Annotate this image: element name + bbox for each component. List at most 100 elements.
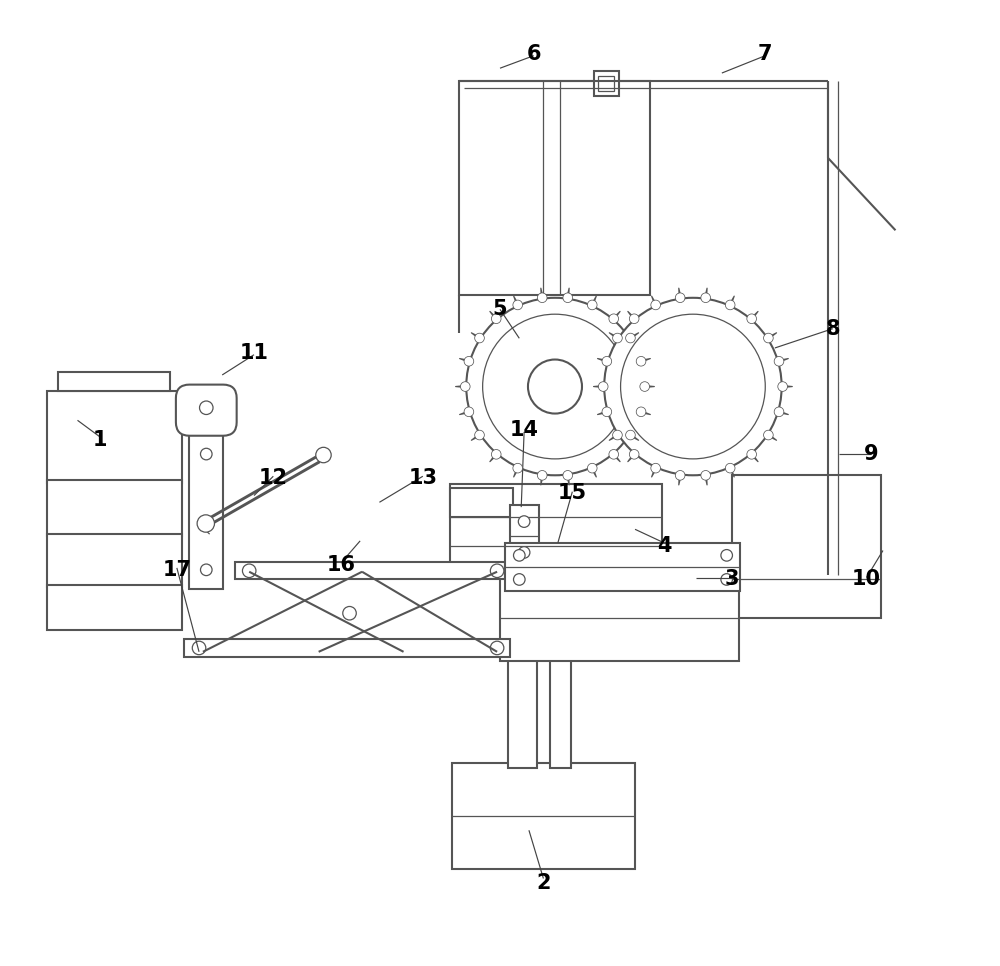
Circle shape [629,314,639,324]
Text: 8: 8 [826,319,840,339]
Bar [510,505,539,565]
Circle shape [640,382,650,391]
Circle shape [587,464,597,473]
Circle shape [200,448,212,460]
Circle shape [675,293,685,302]
Bar [732,475,881,618]
Circle shape [316,447,331,463]
Circle shape [764,430,773,440]
Text: 16: 16 [326,555,355,575]
Text: 3: 3 [724,570,739,589]
Text: 4: 4 [657,536,671,555]
Bar [235,562,505,580]
Circle shape [537,293,547,302]
Circle shape [602,407,612,416]
Circle shape [464,407,474,416]
Circle shape [598,382,608,391]
Circle shape [343,607,356,620]
Circle shape [464,356,474,366]
Text: 15: 15 [558,483,587,502]
Circle shape [721,574,732,585]
Circle shape [466,298,644,475]
Bar [58,372,170,391]
Circle shape [200,401,213,414]
Bar [459,81,650,295]
Text: 12: 12 [259,469,288,488]
Circle shape [513,464,523,473]
Bar [47,391,182,483]
Circle shape [778,382,787,391]
Circle shape [475,333,484,343]
Bar [505,543,740,591]
Circle shape [563,293,573,302]
Circle shape [764,333,773,343]
Circle shape [701,470,711,480]
Text: 13: 13 [408,469,437,488]
Bar [47,585,182,630]
Circle shape [636,356,646,366]
Text: 5: 5 [493,299,507,320]
Circle shape [490,641,504,655]
Text: 2: 2 [536,873,551,894]
Circle shape [491,314,501,324]
Text: 14: 14 [510,420,539,440]
Circle shape [721,550,732,561]
Circle shape [651,464,660,473]
Circle shape [774,407,784,416]
Circle shape [475,430,484,440]
Text: 9: 9 [864,444,879,464]
Bar [500,565,739,662]
Circle shape [621,314,765,459]
Bar [508,497,537,768]
Bar [189,417,223,589]
Circle shape [609,314,619,324]
Circle shape [528,359,582,413]
Circle shape [197,515,214,532]
Text: 7: 7 [758,43,773,64]
Circle shape [747,449,756,459]
Circle shape [602,356,612,366]
FancyBboxPatch shape [176,384,237,436]
Circle shape [192,641,206,655]
Bar [598,76,614,92]
Circle shape [636,407,646,416]
Circle shape [629,449,639,459]
Circle shape [651,300,660,310]
Circle shape [460,382,470,391]
Circle shape [537,470,547,480]
Circle shape [675,470,685,480]
Text: 6: 6 [527,43,541,64]
Circle shape [200,564,212,576]
Bar [47,534,182,587]
Circle shape [604,298,782,475]
Circle shape [491,449,501,459]
Circle shape [518,547,530,558]
Bar [594,71,619,97]
Text: 17: 17 [162,560,191,580]
Circle shape [609,449,619,459]
Text: 11: 11 [240,343,269,363]
Circle shape [514,574,525,585]
Circle shape [587,300,597,310]
Circle shape [613,430,622,440]
Circle shape [242,564,256,578]
Bar [452,763,635,868]
Circle shape [563,470,573,480]
Circle shape [626,430,635,440]
Circle shape [701,293,711,302]
Circle shape [513,300,523,310]
Circle shape [725,464,735,473]
Circle shape [613,333,622,343]
Circle shape [483,314,627,459]
Bar [550,497,571,768]
Bar [450,488,513,517]
Bar [47,480,182,536]
Circle shape [518,516,530,527]
Bar [184,639,510,657]
Bar [450,484,662,576]
Text: 10: 10 [852,570,881,589]
Circle shape [490,564,504,578]
Circle shape [725,300,735,310]
Circle shape [626,333,635,343]
Text: 1: 1 [92,430,107,449]
